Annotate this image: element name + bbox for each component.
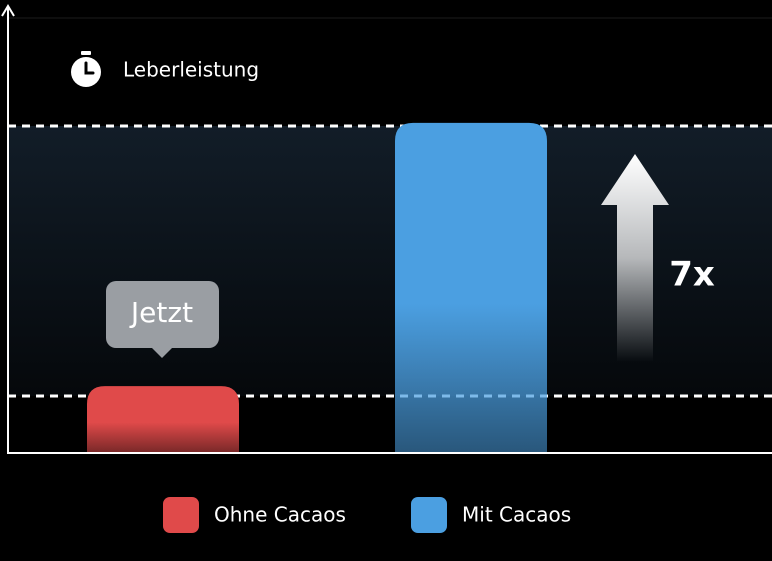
increase-arrow <box>601 154 669 362</box>
callout-label: Jetzt <box>129 296 193 329</box>
legend-label: Ohne Cacaos <box>214 503 346 527</box>
bar <box>395 122 547 452</box>
axis-arrow <box>1 4 15 17</box>
legend: Ohne Cacaos Mit Cacaos <box>163 497 571 533</box>
highlight-band <box>8 126 772 396</box>
legend-swatch <box>411 497 447 533</box>
bar <box>87 386 239 452</box>
legend-label: Mit Cacaos <box>462 503 571 527</box>
callout: Jetzt <box>106 281 219 358</box>
ratio-label: 7x <box>669 255 715 295</box>
legend-swatch <box>163 497 199 533</box>
chart-title: Leberleistung <box>123 58 259 82</box>
clock-icon <box>71 51 101 87</box>
bars <box>87 122 547 452</box>
